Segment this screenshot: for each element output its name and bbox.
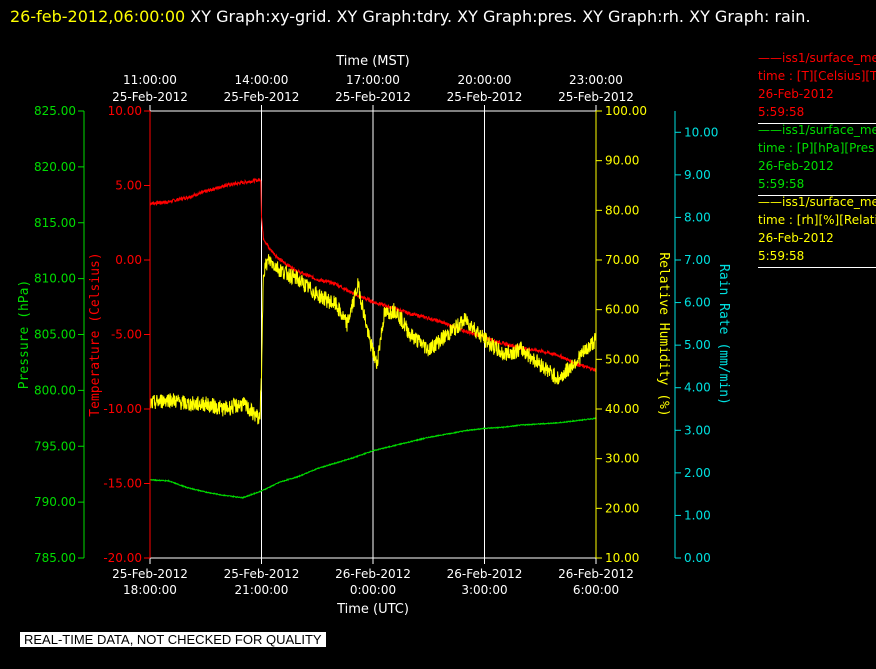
legend-line: 26-Feb-2012 [758,159,834,173]
legend-line: ——iss1/surface_me [758,123,876,137]
x-tick-label-top: 20:00:00 [458,73,512,87]
y-tick-label-rain: 8.00 [684,210,711,224]
x-tick-label-bottom: 26-Feb-2012 [558,567,634,581]
title-date: 26-feb-2012,06:00:00 [10,7,186,26]
y-tick-label-pressure: 795.00 [34,439,76,453]
x-tick-label-top: 25-Feb-2012 [335,90,411,104]
y-tick-label-temperature: 0.00 [115,253,142,267]
y-tick-label-humidity: 100.00 [605,104,647,118]
x-tick-label-top: 25-Feb-2012 [224,90,300,104]
x-axis-label-bottom: Time (UTC) [336,602,409,617]
series-line-pressure [149,417,597,500]
y-tick-label-temperature: 5.00 [115,179,142,193]
legend-line: 5:59:58 [758,105,805,119]
y-tick-label-rain: 2.00 [684,466,711,480]
legend-line: 5:59:58 [758,249,805,263]
y-tick-label-rain: 3.00 [684,423,711,437]
y-tick-label-temperature: -15.00 [103,477,142,491]
x-tick-label-top: 11:00:00 [123,73,177,87]
y-tick-label-humidity: 30.00 [605,452,639,466]
legend-line: time : [P][hPa][Pres [758,141,875,155]
y-axis-label-pressure: Pressure (hPa) [17,280,32,390]
y-axis-label-humidity: Relative Humidity (%) [656,252,671,416]
x-tick-label-bottom: 26-Feb-2012 [447,567,523,581]
y-tick-label-pressure: 815.00 [34,216,76,230]
quality-note: REAL-TIME DATA, NOT CHECKED FOR QUALITY [20,632,326,647]
y-tick-label-rain: 7.00 [684,253,711,267]
legend-line: time : [rh][%][Relati [758,213,876,227]
y-tick-label-temperature: -20.00 [103,551,142,565]
y-tick-label-humidity: 60.00 [605,303,639,317]
y-tick-label-humidity: 70.00 [605,253,639,267]
legend-separator [758,267,876,268]
y-tick-label-humidity: 10.00 [605,551,639,565]
y-tick-label-humidity: 20.00 [605,501,639,515]
legend-line: 26-Feb-2012 [758,231,834,245]
title-bar: 26-feb-2012,06:00:00 XY Graph:xy-grid. X… [10,3,856,30]
series-layer [149,177,597,500]
y-tick-label-humidity: 90.00 [605,154,639,168]
x-tick-label-top: 25-Feb-2012 [447,90,523,104]
x-tick-label-top: 17:00:00 [346,73,400,87]
y-tick-label-rain: 5.00 [684,338,711,352]
legend-line: 5:59:58 [758,177,805,191]
y-tick-label-pressure: 785.00 [34,551,76,565]
y-tick-label-temperature: -10.00 [103,402,142,416]
y-tick-label-humidity: 50.00 [605,352,639,366]
legend-line: 26-Feb-2012 [758,87,834,101]
y-tick-label-humidity: 40.00 [605,402,639,416]
x-tick-label-bottom: 21:00:00 [235,583,289,597]
y-tick-label-temperature: -5.00 [111,328,142,342]
y-tick-label-rain: 10.00 [684,125,718,139]
axes-layer: 25-Feb-2012 18:00:00 25-Feb-2012 21:00:00 26… [17,54,731,617]
y-tick-label-rain: 9.00 [684,168,711,182]
x-tick-label-bottom: 0:00:00 [350,583,396,597]
y-tick-label-pressure: 820.00 [34,160,76,174]
y-tick-label-pressure: 790.00 [34,495,76,509]
y-tick-label-pressure: 825.00 [34,104,76,118]
x-tick-label-top: 25-Feb-2012 [558,90,634,104]
x-tick-label-top: 23:00:00 [569,73,623,87]
x-tick-label-top: 14:00:00 [235,73,289,87]
y-tick-label-rain: 0.00 [684,551,711,565]
x-tick-label-bottom: 26-Feb-2012 [335,567,411,581]
y-tick-label-rain: 4.00 [684,381,711,395]
legend-line: ——iss1/surface_me [758,51,876,65]
grid-lines [261,111,597,558]
y-axis-label-rain: Rain Rate (mm/min) [716,264,731,405]
y-tick-label-rain: 1.00 [684,508,711,522]
y-tick-label-pressure: 800.00 [34,383,76,397]
legend-separator [758,195,876,196]
x-tick-label-top: 25-Feb-2012 [112,90,188,104]
x-tick-label-bottom: 6:00:00 [573,583,619,597]
y-tick-label-pressure: 805.00 [34,328,76,342]
y-tick-label-humidity: 80.00 [605,203,639,217]
y-tick-label-rain: 6.00 [684,296,711,310]
x-axis-label-top: Time (MST) [335,54,410,69]
legend-line: time : [T][Celsius][T [758,69,876,83]
x-tick-label-bottom: 18:00:00 [123,583,177,597]
series-line-humidity [149,254,597,425]
legend-line: ——iss1/surface_me [758,195,876,209]
legend-separator [758,123,876,124]
title-text: XY Graph:xy-grid. XY Graph:tdry. XY Grap… [190,7,811,26]
y-tick-label-pressure: 810.00 [34,272,76,286]
x-tick-label-bottom: 3:00:00 [461,583,507,597]
x-tick-label-bottom: 25-Feb-2012 [224,567,300,581]
y-axis-label-temperature: Temperature (Celsius) [88,252,103,416]
y-tick-label-temperature: 10.00 [108,104,142,118]
x-tick-label-bottom: 25-Feb-2012 [112,567,188,581]
